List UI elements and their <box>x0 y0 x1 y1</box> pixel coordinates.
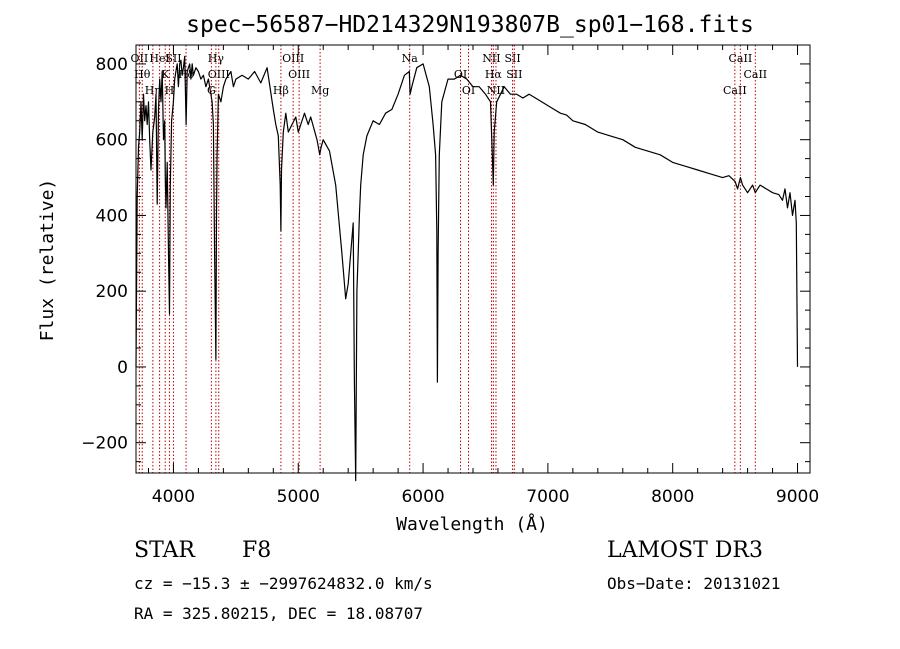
line-marker-label: G <box>207 84 216 97</box>
x-tick-label: 9000 <box>776 487 819 507</box>
line-marker-label: OIII <box>282 52 304 65</box>
line-marker-label: Hη <box>145 84 161 97</box>
line-marker-label: OI <box>454 68 467 81</box>
line-marker-label: SII <box>165 52 181 65</box>
line-marker-label: SII <box>506 68 522 81</box>
line-marker-label: Mg <box>311 84 329 97</box>
line-marker-label: CaII <box>723 84 747 97</box>
line-marker-label: OII <box>131 52 149 65</box>
plot-frame <box>135 44 811 474</box>
line-marker-label: OIII <box>208 68 230 81</box>
y-tick-label: 0 <box>117 358 128 378</box>
chart-title: spec−56587−HD214329N193807B_sp01−168.fit… <box>186 12 754 38</box>
line-marker-label: Hθ <box>134 68 151 81</box>
x-tick-label: 5000 <box>277 487 320 507</box>
coordinates-text: RA = 325.80215, DEC = 18.08707 <box>134 604 423 623</box>
y-tick-label: 200 <box>96 282 128 302</box>
line-marker-label: Hβ <box>273 84 289 97</box>
line-marker-label: OI <box>462 84 475 97</box>
x-tick-label: 8000 <box>651 487 694 507</box>
line-marker-label: HeI <box>149 52 169 65</box>
x-tick-label: 6000 <box>401 487 444 507</box>
redshift-text: cz = −15.3 ± −2997624832.0 km/s <box>134 574 433 593</box>
survey-label: LAMOST DR3 <box>607 538 763 563</box>
line-marker-label: CaII <box>729 52 753 65</box>
spectrum-line <box>135 55 799 482</box>
obs-date-text: Obs−Date: 20131021 <box>607 574 781 593</box>
x-tick-label: 7000 <box>526 487 569 507</box>
line-marker-label: K <box>161 68 170 81</box>
y-axis-label: Flux (relative) <box>37 179 58 342</box>
line-marker-label: Na <box>402 52 419 65</box>
line-marker-label: Hγ <box>208 52 225 65</box>
line-marker-label: SII <box>504 52 520 65</box>
x-axis-label: Wavelength (Å) <box>396 513 548 535</box>
y-tick-label: 600 <box>96 131 128 151</box>
y-tick-label: 800 <box>96 55 128 75</box>
line-marker-label: OIII <box>288 68 310 81</box>
x-tick-label: 4000 <box>152 487 195 507</box>
line-marker-label: H <box>165 84 175 97</box>
y-tick-label: −200 <box>81 434 128 454</box>
line-marker-label: CaII <box>743 68 767 81</box>
subclass-label: F8 <box>242 538 272 563</box>
line-marker-label: NII <box>482 52 500 65</box>
class-label: STAR <box>134 538 195 563</box>
line-marker-label: Hα <box>485 68 503 81</box>
y-tick-label: 400 <box>96 206 128 226</box>
